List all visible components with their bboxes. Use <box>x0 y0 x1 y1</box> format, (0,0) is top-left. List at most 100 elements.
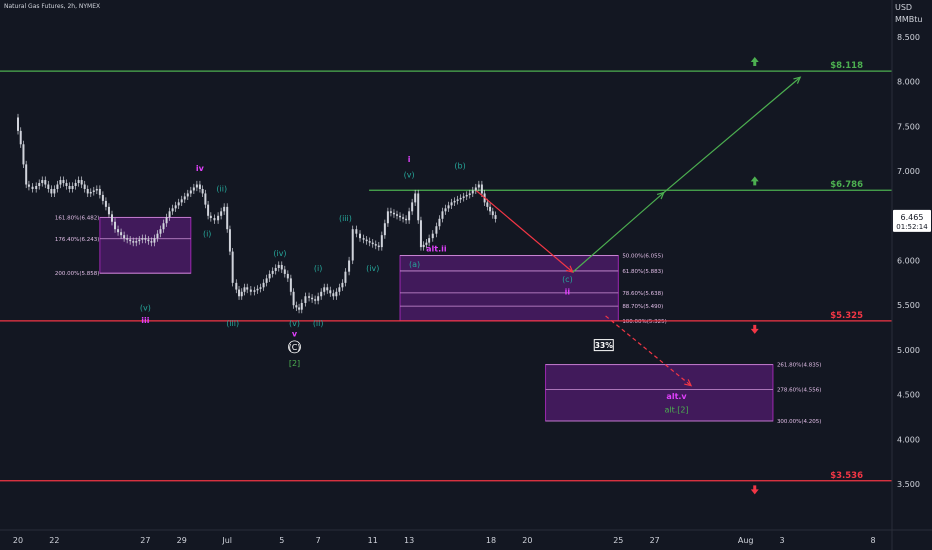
candle-body <box>68 186 71 189</box>
y-tick-label: 7.500 <box>897 122 920 131</box>
candle-body <box>41 180 44 184</box>
y-tick-label: 4.000 <box>897 435 920 444</box>
x-tick-label: 7 <box>316 536 321 545</box>
candle-body <box>368 241 371 243</box>
candle-body <box>465 194 468 197</box>
fib-level-label: 100.00%(5.325) <box>622 319 667 325</box>
candle-body <box>355 229 358 234</box>
candle-body <box>141 238 144 240</box>
candle-body <box>217 215 220 221</box>
candle-body <box>338 287 341 292</box>
candle-body <box>348 260 351 272</box>
x-tick-label: Aug <box>738 536 754 545</box>
candle-body <box>494 215 497 219</box>
candle-body <box>249 289 252 292</box>
wave-label: alt.[2] <box>664 405 688 414</box>
candle-body <box>399 215 402 218</box>
candle-body <box>300 302 303 310</box>
current-price-countdown: 01:52:14 <box>896 223 928 231</box>
candle-body <box>132 241 135 243</box>
candle-body <box>65 183 68 186</box>
candle-body <box>253 290 256 292</box>
candle-body <box>156 233 159 239</box>
projection-line <box>476 190 574 273</box>
candle-body <box>31 186 34 189</box>
candle-body <box>192 187 195 191</box>
candle-body <box>286 273 289 279</box>
candle-body <box>283 269 286 274</box>
y-axis-unit-currency: USD <box>895 3 913 12</box>
candle-body <box>17 117 19 131</box>
wave-label: iii <box>141 316 149 325</box>
candle-body <box>213 218 216 221</box>
candle-body <box>123 235 126 239</box>
projection-arrowhead-icon <box>684 379 693 387</box>
candle-body <box>80 180 83 185</box>
candle-body <box>201 188 204 194</box>
candle-body <box>447 205 450 209</box>
candle-body <box>351 229 354 261</box>
candle-body <box>389 211 392 213</box>
candle-body <box>474 187 477 191</box>
projection-arrows <box>476 76 802 387</box>
candle-body <box>471 190 474 194</box>
y-tick-label: 4.500 <box>897 391 920 400</box>
candle-body <box>243 287 246 292</box>
candle-body <box>422 244 425 248</box>
candle-body <box>50 188 53 194</box>
fib-level-label: 300.00%(4.205) <box>777 419 822 425</box>
price-level-label: $5.325 <box>830 311 863 321</box>
y-axis-unit-measure: MMBtu <box>895 15 923 24</box>
candle-body <box>83 184 86 189</box>
candle-body <box>323 287 326 292</box>
candle-body <box>280 264 283 270</box>
wave-label: iv <box>196 164 205 173</box>
probability-badge-inner <box>594 340 613 351</box>
candle-body <box>317 296 320 301</box>
candle-body <box>59 180 62 185</box>
fib-zone-box <box>99 216 192 274</box>
x-tick-label: 13 <box>404 536 414 545</box>
candle-body <box>171 208 174 212</box>
candle-body <box>183 196 186 200</box>
candle-body <box>246 287 249 290</box>
candle-body <box>298 307 301 310</box>
candle-body <box>195 184 198 188</box>
target-down-arrow-icon <box>750 324 759 334</box>
candle-body <box>209 215 212 219</box>
wave-label: (c) <box>562 275 573 284</box>
fib-level-label: 261.80%(4.835) <box>777 363 822 369</box>
fib-level-label: 78.60%(5.638) <box>622 291 663 297</box>
wave-label: i <box>408 155 411 164</box>
candle-body <box>117 229 120 233</box>
projection-arrowhead-icon <box>793 76 802 84</box>
candle-body <box>335 291 338 297</box>
wave-label: [2] <box>289 359 300 368</box>
y-tick-label: 5.000 <box>897 346 920 355</box>
candle-body <box>292 291 295 306</box>
x-tick-label: Jul <box>221 536 232 545</box>
candle-body <box>326 287 329 291</box>
candle-body <box>444 208 447 212</box>
candle-body <box>262 282 265 288</box>
price-series <box>17 113 497 314</box>
candle-body <box>332 293 335 297</box>
y-tick-label: 5.500 <box>897 301 920 310</box>
candle-body <box>231 251 234 283</box>
candle-body <box>431 233 434 239</box>
candle-body <box>186 193 189 197</box>
x-tick-label: 3 <box>779 536 784 545</box>
candle-body <box>435 226 438 234</box>
x-tick-label: 11 <box>368 536 378 545</box>
candle-body <box>25 164 28 185</box>
wave-label: (i) <box>203 229 211 238</box>
wave-label: alt.v <box>666 392 687 401</box>
projection-line <box>663 76 801 194</box>
candle-body <box>268 273 271 279</box>
candle-body <box>480 184 483 194</box>
candle-body <box>62 180 65 184</box>
candle-body <box>38 183 41 186</box>
candle-body <box>308 296 311 298</box>
